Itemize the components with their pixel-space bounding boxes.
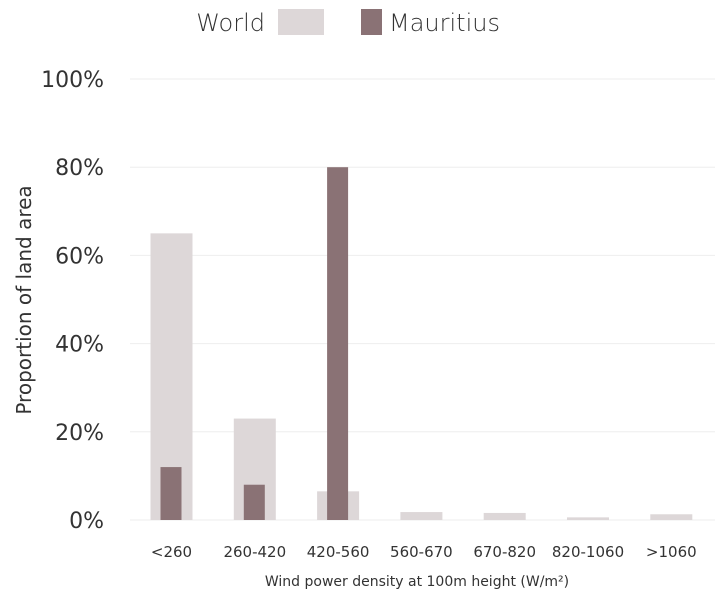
gridlines <box>130 78 715 521</box>
bar-mauritius <box>243 484 265 520</box>
y-tick-label: 100% <box>41 68 104 93</box>
legend-label-world: World <box>196 9 265 37</box>
x-axis-label: Wind power density at 100m height (W/m²) <box>265 574 569 590</box>
y-tick-label: 60% <box>55 244 104 269</box>
legend-label-mauritius: Mauritius <box>389 9 500 37</box>
y-tick-label: 40% <box>55 333 104 358</box>
bar-mauritius <box>160 467 182 520</box>
x-tick-label: 670-820 <box>473 543 536 561</box>
legend-swatch-world <box>278 9 324 35</box>
x-tick-label: 560-670 <box>390 543 453 561</box>
x-tick-label: 820-1060 <box>552 543 624 561</box>
y-tick-label: 0% <box>69 509 104 534</box>
legend-swatch-mauritius <box>361 9 382 35</box>
x-tick-label: 260-420 <box>223 543 286 561</box>
x-tick-label: >1060 <box>646 543 697 561</box>
bar-world <box>650 514 693 520</box>
bar-mauritius <box>327 167 349 520</box>
legend: World Mauritius <box>196 9 500 37</box>
bar-world <box>400 512 443 520</box>
y-tick-label: 20% <box>55 421 104 446</box>
bar-world <box>483 512 526 520</box>
x-axis-ticks: <260 260-420 420-560 560-670 670-820 820-1060… <box>151 543 697 561</box>
y-tick-label: 80% <box>55 156 104 181</box>
bar-world <box>567 517 609 520</box>
x-tick-label: 420-560 <box>307 543 370 561</box>
x-tick-label: <260 <box>151 543 192 561</box>
bars <box>150 167 693 520</box>
y-axis-ticks: 0% 20% 40% 60% 80% 100% <box>41 68 104 534</box>
y-axis-label: Proportion of land area <box>12 185 36 414</box>
